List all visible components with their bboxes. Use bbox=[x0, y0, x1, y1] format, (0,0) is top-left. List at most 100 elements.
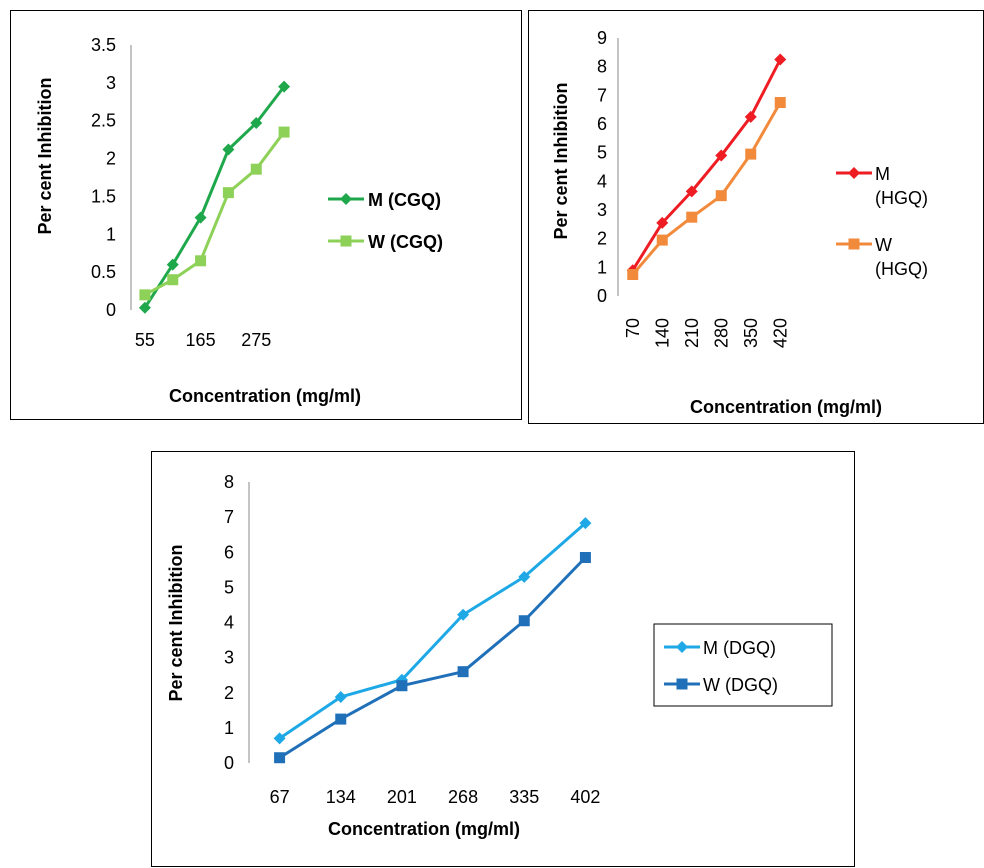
x-axis-title: Concentration (mg/ml) bbox=[690, 397, 882, 417]
data-point-w-hgq bbox=[715, 190, 727, 202]
data-point-w-dgq bbox=[274, 752, 286, 764]
data-point-w-cgq bbox=[222, 187, 234, 199]
data-point-w-dgq bbox=[457, 666, 469, 678]
data-point-w-hgq bbox=[745, 148, 757, 160]
series-line-w-hgq bbox=[631, 101, 782, 276]
data-point-m-hgq bbox=[685, 185, 698, 198]
y-tick-label: 3 bbox=[224, 648, 234, 668]
y-tick-label: 4 bbox=[597, 171, 607, 191]
data-point-m-cgq bbox=[278, 80, 291, 93]
x-tick-label: 201 bbox=[387, 787, 417, 807]
data-point-w-cgq bbox=[278, 126, 290, 138]
chart-panel-cgq: 0 0.5 1 1.5 2 2.5 3 3.5 55 165 275 Concentration (m… bbox=[10, 10, 522, 420]
y-tick-label: 2 bbox=[106, 149, 116, 169]
series-line-m-cgq bbox=[143, 85, 286, 309]
series-line-w-dgq bbox=[278, 556, 587, 759]
legend-label: (HGQ) bbox=[875, 188, 928, 208]
legend-marker-w-cgq bbox=[340, 235, 352, 247]
data-point-m-cgq bbox=[194, 211, 207, 224]
data-point-m-hgq bbox=[715, 149, 728, 162]
legend-box bbox=[653, 623, 833, 707]
y-tick-label: 1 bbox=[224, 718, 234, 738]
data-point-m-cgq bbox=[166, 258, 179, 271]
legend-label: M (CGQ) bbox=[368, 190, 441, 210]
legend-label: W bbox=[875, 235, 892, 255]
legend-label: (HGQ) bbox=[875, 259, 928, 279]
data-point-m-dgq bbox=[273, 732, 286, 745]
chart-panel-hgq: 0 1 2 3 4 5 6 7 8 9 70 140 210 280 350 420 Concentration… bbox=[528, 10, 984, 424]
data-point-w-dgq bbox=[335, 713, 347, 725]
y-tick-label: 0.5 bbox=[91, 262, 116, 282]
y-tick-label: 0 bbox=[224, 753, 234, 773]
data-point-w-cgq bbox=[250, 163, 262, 175]
data-point-w-cgq bbox=[195, 255, 207, 267]
y-tick-label: 3.5 bbox=[91, 35, 116, 55]
legend-label: W (DGQ) bbox=[703, 675, 778, 695]
x-tick-label: 268 bbox=[448, 787, 478, 807]
x-tick-label: 55 bbox=[135, 330, 155, 350]
y-tick-label: 7 bbox=[224, 507, 234, 527]
x-tick-label: 402 bbox=[570, 787, 600, 807]
y-tick-label: 8 bbox=[224, 472, 234, 492]
y-tick-label: 0 bbox=[106, 300, 116, 320]
data-point-m-cgq bbox=[138, 301, 151, 314]
data-point-w-hgq bbox=[774, 97, 786, 108]
x-tick-label: 420 bbox=[770, 318, 790, 348]
x-tick-label: 210 bbox=[682, 318, 702, 348]
legend-label: M (DGQ) bbox=[703, 638, 776, 658]
y-tick-label: 9 bbox=[597, 28, 607, 48]
legend-marker-w-dgq bbox=[676, 678, 688, 690]
series-line-m-dgq bbox=[278, 521, 587, 740]
data-point-m-dgq bbox=[579, 517, 592, 530]
y-tick-label: 2.5 bbox=[91, 111, 116, 131]
data-point-m-dgq bbox=[518, 570, 531, 583]
y-tick-label: 8 bbox=[597, 57, 607, 77]
data-point-w-hgq bbox=[656, 234, 668, 246]
x-tick-label: 280 bbox=[711, 318, 731, 348]
x-tick-label: 165 bbox=[186, 330, 216, 350]
data-point-w-dgq bbox=[396, 680, 408, 692]
y-tick-label: 0 bbox=[597, 286, 607, 306]
y-tick-label: 7 bbox=[597, 85, 607, 105]
chart-svg-hgq: 0 1 2 3 4 5 6 7 8 9 70 140 210 280 350 420 Concentration… bbox=[551, 28, 928, 417]
data-point-m-dgq bbox=[395, 673, 408, 686]
legend-label: M bbox=[875, 164, 890, 184]
y-axis-title: Per cent Inhibition bbox=[166, 544, 186, 701]
x-tick-label: 134 bbox=[326, 787, 356, 807]
x-tick-label: 350 bbox=[741, 318, 761, 348]
data-point-w-hgq bbox=[686, 211, 698, 223]
series-line-m-hgq bbox=[631, 58, 782, 271]
y-tick-label: 2 bbox=[597, 229, 607, 249]
y-tick-label: 5 bbox=[597, 143, 607, 163]
legend-marker-w-hgq bbox=[848, 238, 860, 250]
y-tick-label: 2 bbox=[224, 683, 234, 703]
x-tick-label: 140 bbox=[652, 318, 672, 348]
y-tick-label: 4 bbox=[224, 613, 234, 633]
data-point-m-hgq bbox=[774, 53, 787, 66]
chart-svg-cgq: 0 0.5 1 1.5 2 2.5 3 3.5 55 165 275 Concentration (m… bbox=[35, 35, 443, 406]
x-axis-title: Concentration (mg/ml) bbox=[169, 386, 361, 406]
y-tick-label: 5 bbox=[224, 577, 234, 597]
x-tick-label: 275 bbox=[241, 330, 271, 350]
data-point-w-cgq bbox=[139, 289, 151, 301]
series-line-w-cgq bbox=[144, 131, 286, 297]
data-point-m-dgq bbox=[334, 690, 347, 703]
y-tick-label: 3 bbox=[106, 73, 116, 93]
y-tick-label: 3 bbox=[597, 200, 607, 220]
x-tick-label: 67 bbox=[270, 787, 290, 807]
y-tick-label: 6 bbox=[224, 542, 234, 562]
legend-label: W (CGQ) bbox=[368, 232, 443, 252]
legend-marker-m-dgq bbox=[676, 641, 688, 653]
legend-marker-m-cgq bbox=[340, 193, 352, 205]
x-axis-title: Concentration (mg/ml) bbox=[328, 819, 520, 839]
x-tick-label: 70 bbox=[623, 318, 643, 338]
data-point-m-cgq bbox=[222, 143, 235, 156]
y-tick-label: 1.5 bbox=[91, 186, 116, 206]
chart-panel-dgq: 0 1 2 3 4 5 6 7 8 67 134 201 268 335 402 Concentration … bbox=[151, 451, 855, 867]
legend-marker-m-hgq bbox=[848, 167, 860, 179]
data-point-m-dgq bbox=[457, 608, 470, 621]
y-tick-label: 1 bbox=[106, 224, 116, 244]
data-point-m-cgq bbox=[250, 116, 263, 129]
y-tick-label: 6 bbox=[597, 114, 607, 134]
